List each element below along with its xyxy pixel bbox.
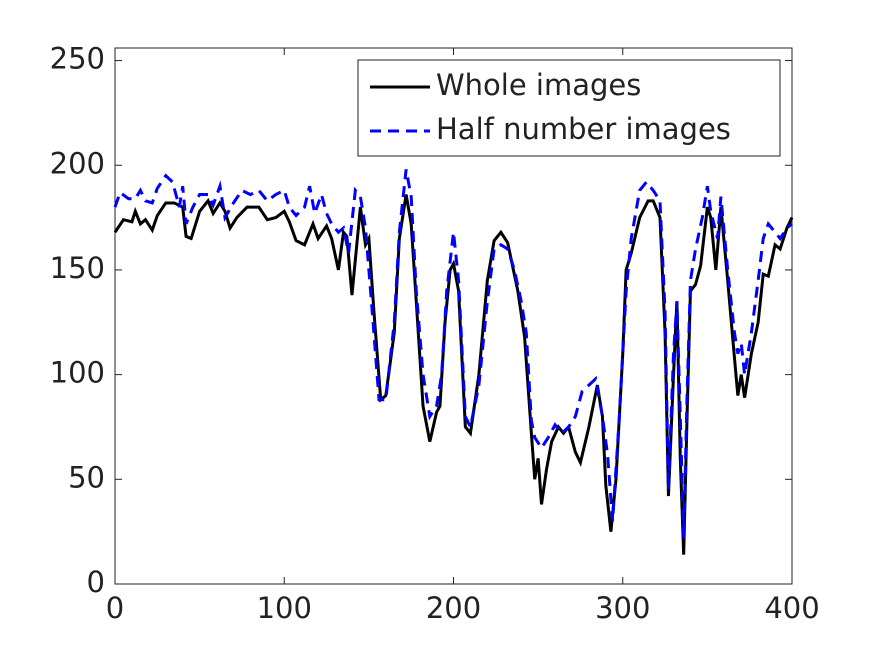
x-tick-label: 300	[595, 591, 650, 625]
series-line	[113, 169, 793, 538]
x-tick-label: 100	[257, 591, 312, 625]
y-tick-label: 200	[50, 146, 105, 180]
legend-label: Whole images	[436, 68, 641, 102]
y-tick-label: 250	[50, 42, 105, 76]
legend-box	[357, 59, 781, 157]
y-tick-label: 150	[50, 251, 105, 285]
y-tick-label: 50	[68, 460, 105, 494]
y-tick-label: 100	[50, 356, 105, 390]
x-tick-label: 0	[106, 591, 124, 625]
y-tick-label: 0	[87, 565, 105, 599]
x-tick-label: 400	[764, 591, 819, 625]
x-tick-label: 200	[426, 591, 481, 625]
legend-label: Half number images	[436, 112, 731, 146]
